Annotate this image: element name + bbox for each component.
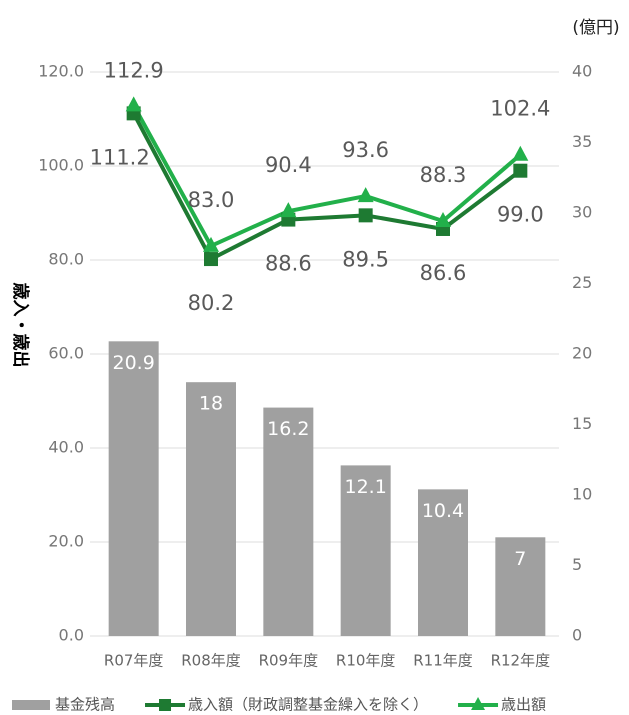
y2-tick-label: 10 <box>572 485 592 504</box>
y-tick-label: 20.0 <box>48 532 84 551</box>
line-value-label: 88.3 <box>420 163 467 187</box>
y2-tick-label: 35 <box>572 132 592 151</box>
y-tick-label: 60.0 <box>48 344 84 363</box>
line-value-label: 86.6 <box>420 261 467 285</box>
y-tick-label: 40.0 <box>48 438 84 457</box>
bar <box>340 465 391 636</box>
x-tick-label: R11年度 <box>413 652 473 670</box>
x-tick-label: R07年度 <box>104 652 164 670</box>
x-tick-label: R09年度 <box>259 652 319 670</box>
y-tick-label: 80.0 <box>48 250 84 269</box>
y2-tick-label: 20 <box>572 344 592 363</box>
legend-label: 基金残高 <box>55 696 115 714</box>
marker <box>358 208 373 223</box>
y-tick-label: 100.0 <box>38 156 84 175</box>
marker <box>125 96 142 112</box>
line-value-label: 89.5 <box>342 247 389 271</box>
line-value-label: 90.4 <box>265 153 312 177</box>
bar-value-label: 12.1 <box>345 476 387 498</box>
marker <box>204 252 218 267</box>
y2-tick-label: 0 <box>572 626 582 645</box>
legend-marker <box>471 697 486 710</box>
line-value-label: 83.0 <box>188 188 235 212</box>
y2-tick-label: 40 <box>572 62 592 81</box>
y2-tick-label: 15 <box>572 414 592 433</box>
line-value-label: 80.2 <box>188 291 235 315</box>
bar-value-label: 18 <box>199 393 223 415</box>
y-tick-label: 0.0 <box>59 626 84 645</box>
legend-label: 歳入額（財政調整基金繰入を除く） <box>188 696 428 714</box>
marker <box>512 145 529 161</box>
legend-swatch <box>12 700 50 710</box>
unit-label: (億円) <box>572 18 619 38</box>
legend-label: 歳出額 <box>501 696 546 714</box>
bar-value-label: 7 <box>514 548 526 570</box>
bar-value-label: 10.4 <box>422 500 464 522</box>
bar <box>263 407 314 636</box>
x-tick-label: R12年度 <box>491 652 551 670</box>
line-value-label: 99.0 <box>497 203 544 227</box>
marker <box>357 187 374 203</box>
marker <box>280 202 297 218</box>
y2-tick-label: 30 <box>572 203 592 222</box>
line-value-label: 111.2 <box>90 145 150 169</box>
bar <box>495 537 546 636</box>
line-value-label: 112.9 <box>104 59 164 83</box>
marker <box>435 211 451 227</box>
bar <box>418 489 468 636</box>
y-tick-label: 120.0 <box>38 62 84 81</box>
line <box>131 104 522 249</box>
y2-tick-label: 5 <box>572 555 582 574</box>
line <box>131 112 522 262</box>
bar <box>108 341 159 636</box>
x-tick-label: R10年度 <box>336 652 396 670</box>
line-value-label: 88.6 <box>265 252 312 276</box>
marker <box>513 163 528 178</box>
marker <box>203 236 219 252</box>
bar-value-label: 16.2 <box>267 418 309 440</box>
legend-marker <box>159 699 172 711</box>
line-value-label: 93.6 <box>342 138 389 162</box>
line-value-label: 102.4 <box>490 97 550 121</box>
bar-value-label: 20.9 <box>113 352 155 374</box>
y-axis-label: 歳入・歳出 <box>10 283 31 368</box>
bar <box>186 382 236 636</box>
y2-tick-label: 25 <box>572 273 592 292</box>
x-tick-label: R08年度 <box>181 652 241 670</box>
